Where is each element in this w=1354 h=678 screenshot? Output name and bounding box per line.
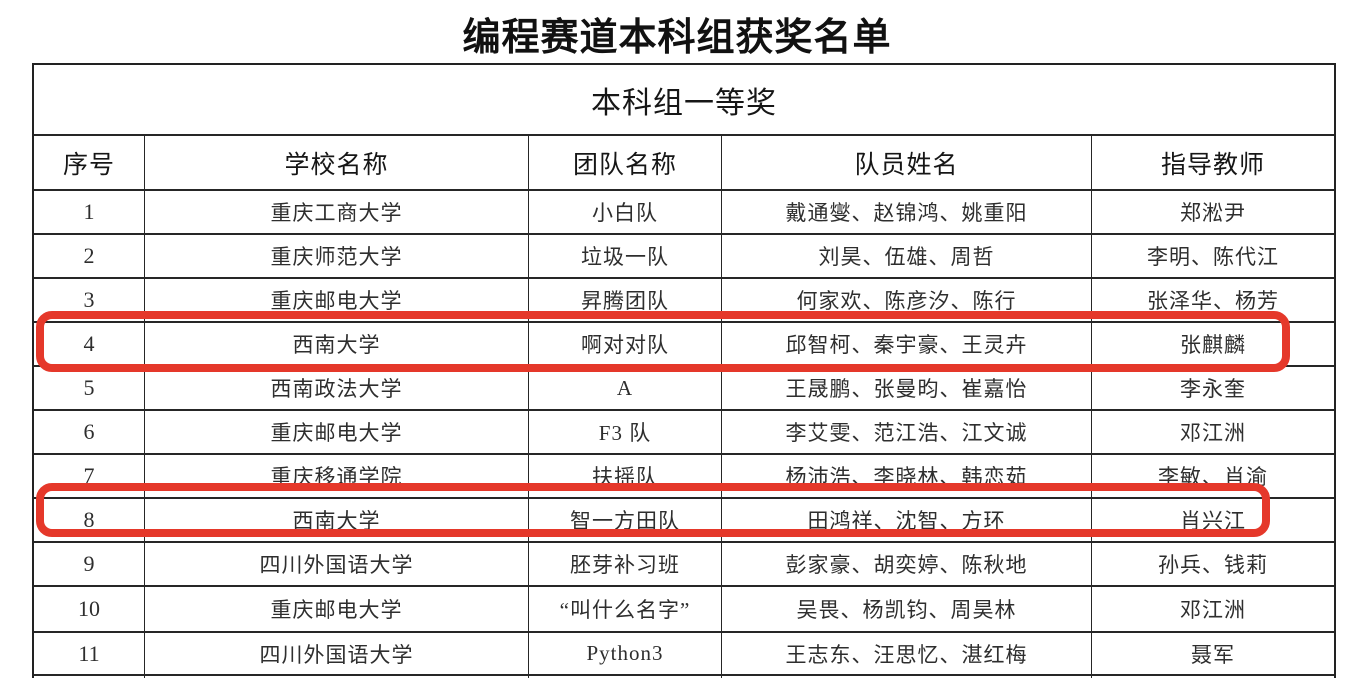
- cell-team: F3 队: [528, 411, 721, 453]
- cell-advisor: 张麒麟: [1091, 323, 1334, 365]
- cell-index: 6: [83, 419, 95, 444]
- column-header-members: 队员姓名: [721, 136, 1091, 189]
- table-row: 5 西南政法大学 A 王晟鹏、张曼昀、崔嘉怡 李永奎: [34, 365, 1334, 409]
- cell-index: 11: [78, 640, 100, 666]
- cell-members: 李艾雯、范江浩、江文诚: [721, 411, 1091, 453]
- cell-advisor: 李永奎: [1091, 367, 1334, 409]
- cell-members: 彭家豪、胡奕婷、陈秋地: [721, 543, 1091, 585]
- cell-index: 1: [83, 199, 95, 224]
- cell-team: 扶摇队: [528, 455, 721, 497]
- cell-school: 重庆邮电大学: [144, 587, 528, 631]
- cell-members: [721, 676, 1091, 678]
- cell-index: 8: [83, 507, 95, 532]
- cell-members: 吴畏、杨凯钧、周昊林: [721, 587, 1091, 631]
- cell-team: 垃圾一队: [528, 235, 721, 277]
- cell-advisor: 张泽华、杨芳: [1091, 279, 1334, 321]
- cell-school: 重庆邮电大学: [144, 411, 528, 453]
- cell-members: 王晟鹏、张曼昀、崔嘉怡: [721, 367, 1091, 409]
- cell-members: 田鸿祥、沈智、方环: [721, 499, 1091, 541]
- cell-team: 啊对对队: [528, 323, 721, 365]
- cell-advisor: 邓江洲: [1091, 411, 1334, 453]
- table-row: 2 重庆师范大学 垃圾一队 刘昊、伍雄、周哲 李明、陈代江: [34, 233, 1334, 277]
- cell-team: “叫什么名字”: [528, 587, 721, 631]
- column-header-advisor: 指导教师: [1091, 136, 1334, 189]
- cell-team: A: [528, 367, 721, 409]
- cell-team: 胚芽补习班: [528, 543, 721, 585]
- cell-advisor: 肖兴江: [1091, 499, 1334, 541]
- table-row-highlighted: 8 西南大学 智一方田队 田鸿祥、沈智、方环 肖兴江: [34, 497, 1334, 541]
- cell-school: [144, 676, 528, 678]
- cell-school: 西南政法大学: [144, 367, 528, 409]
- award-table: 本科组一等奖 序号 学校名称 团队名称 队员姓名 指导教师 1 重庆工商大学 小…: [32, 63, 1336, 678]
- table-row: 10 重庆邮电大学 “叫什么名字” 吴畏、杨凯钧、周昊林 邓江洲: [34, 585, 1334, 631]
- column-header-team: 团队名称: [528, 136, 721, 189]
- cell-members: 刘昊、伍雄、周哲: [721, 235, 1091, 277]
- cell-index: 7: [83, 463, 95, 488]
- table-row: 9 四川外国语大学 胚芽补习班 彭家豪、胡奕婷、陈秋地 孙兵、钱莉: [34, 541, 1334, 585]
- cell-team: [528, 676, 721, 678]
- cell-school: 四川外国语大学: [144, 543, 528, 585]
- cell-school: 重庆邮电大学: [144, 279, 528, 321]
- cell-index: 5: [83, 375, 95, 400]
- page-title: 编程赛道本科组获奖名单: [462, 17, 892, 59]
- cell-advisor: 邓江洲: [1091, 587, 1334, 631]
- table-section-header: 本科组一等奖: [591, 86, 777, 120]
- cell-advisor: 郑淞尹: [1091, 191, 1334, 233]
- table-row-clipped: [34, 674, 1334, 678]
- cell-members: 邱智柯、秦宇豪、王灵卉: [721, 323, 1091, 365]
- cell-index: 9: [83, 551, 95, 576]
- cell-advisor: 李明、陈代江: [1091, 235, 1334, 277]
- cell-index: 10: [78, 596, 100, 621]
- cell-advisor: [1091, 676, 1334, 678]
- cell-team: 智一方田队: [528, 499, 721, 541]
- cell-members: 杨沛浩、李晓林、韩恋茹: [721, 455, 1091, 497]
- cell-advisor: 聂军: [1091, 633, 1334, 674]
- cell-index: 3: [83, 287, 95, 312]
- table-row: 3 重庆邮电大学 昇腾团队 何家欢、陈彦汐、陈行 张泽华、杨芳: [34, 277, 1334, 321]
- cell-school: 重庆移通学院: [144, 455, 528, 497]
- table-header-row: 序号 学校名称 团队名称 队员姓名 指导教师: [34, 134, 1334, 189]
- cell-school: 四川外国语大学: [144, 633, 528, 674]
- column-header-school: 学校名称: [144, 136, 528, 189]
- table-row: 7 重庆移通学院 扶摇队 杨沛浩、李晓林、韩恋茹 李敏、肖渝: [34, 453, 1334, 497]
- cell-school: 重庆工商大学: [144, 191, 528, 233]
- table-row: 1 重庆工商大学 小白队 戴通燮、赵锦鸿、姚重阳 郑淞尹: [34, 189, 1334, 233]
- cell-team: 昇腾团队: [528, 279, 721, 321]
- cell-advisor: 李敏、肖渝: [1091, 455, 1334, 497]
- cell-team: 小白队: [528, 191, 721, 233]
- table-row-highlighted: 4 西南大学 啊对对队 邱智柯、秦宇豪、王灵卉 张麒麟: [34, 321, 1334, 365]
- column-header-index: 序号: [62, 150, 115, 179]
- cell-index: 2: [83, 243, 95, 268]
- cell-school: 西南大学: [144, 323, 528, 365]
- cell-team: Python3: [528, 633, 721, 674]
- cell-members: 戴通燮、赵锦鸿、姚重阳: [721, 191, 1091, 233]
- cell-members: 王志东、汪思忆、湛红梅: [721, 633, 1091, 674]
- cell-school: 重庆师范大学: [144, 235, 528, 277]
- table-row: 11 四川外国语大学 Python3 王志东、汪思忆、湛红梅 聂军: [34, 631, 1334, 674]
- cell-advisor: 孙兵、钱莉: [1091, 543, 1334, 585]
- cell-school: 西南大学: [144, 499, 528, 541]
- table-row: 6 重庆邮电大学 F3 队 李艾雯、范江浩、江文诚 邓江洲: [34, 409, 1334, 453]
- cell-index: 4: [83, 331, 95, 356]
- cell-members: 何家欢、陈彦汐、陈行: [721, 279, 1091, 321]
